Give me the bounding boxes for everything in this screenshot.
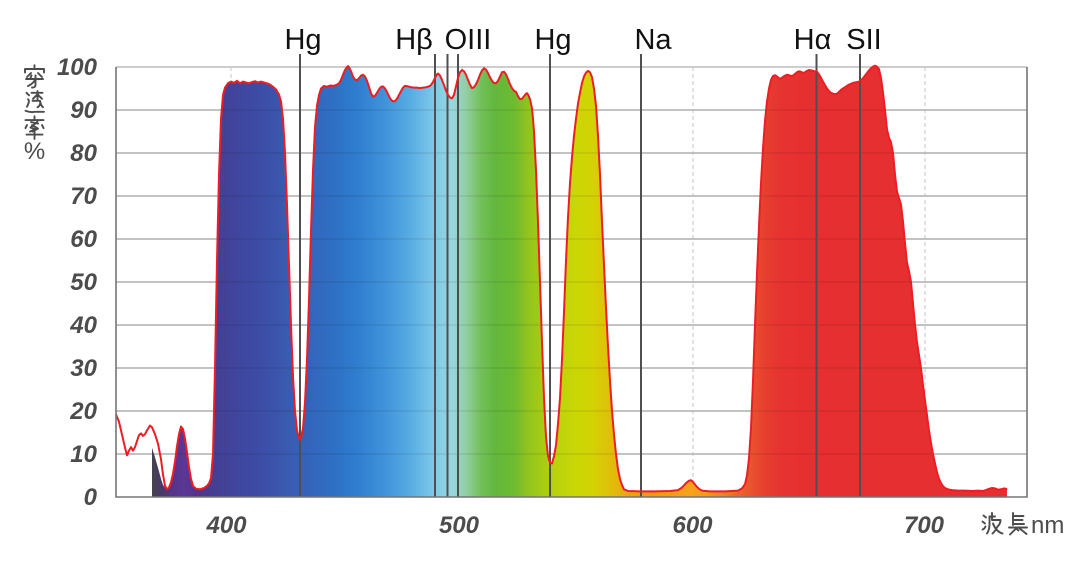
svg-text:Hg: Hg [534,24,571,56]
svg-text:400: 400 [205,512,247,539]
svg-text:Hg: Hg [284,24,321,56]
svg-text:Na: Na [634,24,672,56]
svg-text:700: 700 [904,512,945,539]
svg-text:20: 20 [69,398,97,425]
svg-text:Hα: Hα [794,24,832,56]
svg-text:50: 50 [70,269,97,296]
svg-text:0: 0 [84,484,98,511]
svg-text:Hβ: Hβ [395,24,433,56]
svg-text:60: 60 [70,226,97,253]
svg-text:70: 70 [70,183,97,210]
svg-text:600: 600 [672,512,713,539]
svg-text:%: % [24,138,45,165]
svg-text:30: 30 [70,355,97,382]
svg-text:500: 500 [439,512,480,539]
svg-text:OIII: OIII [445,24,492,56]
svg-text:80: 80 [70,140,97,167]
svg-text:100: 100 [57,54,98,81]
svg-text:10: 10 [70,441,97,468]
svg-text:nm: nm [1031,512,1064,539]
svg-text:SII: SII [846,24,881,56]
svg-text:90: 90 [70,97,97,124]
svg-text:40: 40 [69,312,97,339]
